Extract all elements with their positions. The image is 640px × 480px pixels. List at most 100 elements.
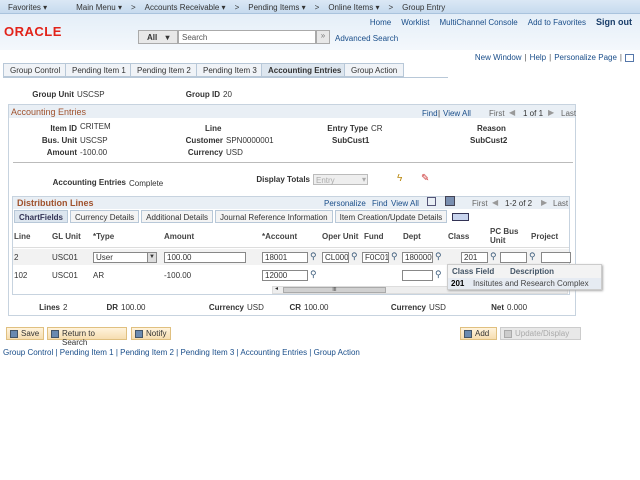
dr-value: 100.00 (121, 303, 146, 312)
show-all-columns-icon[interactable] (452, 212, 470, 221)
zoom-grid-icon[interactable] (427, 197, 436, 206)
fund-input[interactable]: F0C01 (362, 252, 389, 263)
lines-value: 2 (63, 303, 68, 312)
tab-pending-item-3[interactable]: Pending Item 3 (196, 63, 264, 77)
currency-value: USD (247, 303, 264, 312)
column-header-fund: Fund (364, 232, 384, 241)
subtab-additional-details[interactable]: Additional Details (141, 210, 213, 223)
distribution-lines-header: Distribution Lines (13, 197, 569, 209)
help-link[interactable]: Help (529, 53, 547, 62)
lightning-icon[interactable]: ϟ (397, 173, 403, 184)
personalize-page-link[interactable]: Personalize Page (554, 53, 617, 62)
subtab-journal-reference[interactable]: Journal Reference Information (214, 210, 333, 223)
lookup-icon[interactable]: ⚲ (435, 251, 442, 261)
footer-link-accounting-entries[interactable]: Accounting Entries (240, 348, 308, 357)
dropdown-option[interactable]: 201 Insitutes and Research Complex (448, 278, 601, 289)
display-totals-select[interactable]: Entry ▾ (313, 174, 368, 185)
divider: | (549, 53, 552, 62)
tab-group-action[interactable]: Group Action (344, 63, 405, 77)
prev-icon[interactable]: ◀ (492, 198, 499, 207)
advanced-search-link[interactable]: Advanced Search (335, 34, 399, 43)
lookup-icon[interactable]: ⚲ (351, 251, 358, 261)
save-button[interactable]: Save (6, 327, 44, 340)
next-icon[interactable]: ▶ (541, 198, 548, 207)
add-button[interactable]: Add (460, 327, 497, 340)
multichannel-console-link[interactable]: MultiChannel Console (439, 18, 518, 27)
add-to-favorites-link[interactable]: Add to Favorites (527, 18, 586, 27)
tab-group-control[interactable]: Group Control (3, 63, 68, 77)
class-input[interactable]: 201 (461, 252, 488, 263)
search-go-icon[interactable]: » (316, 30, 330, 44)
footer-link-group-action[interactable]: Group Action (313, 348, 360, 357)
subtab-item-creation[interactable]: Item Creation/Update Details (334, 210, 448, 223)
page-settings-icon[interactable] (625, 53, 634, 62)
column-header-project: Project (531, 232, 559, 241)
subtab-chartfields[interactable]: ChartFields (14, 210, 69, 223)
find-link[interactable]: Find (372, 199, 388, 208)
lookup-icon[interactable]: ⚲ (391, 251, 398, 261)
dept-input[interactable]: 180000 (402, 252, 433, 263)
scroll-left-icon[interactable]: ◂ (275, 286, 279, 292)
breadcrumb-pending-items[interactable]: Pending Items ▾ (248, 3, 306, 12)
tab-pending-item-2[interactable]: Pending Item 2 (130, 63, 198, 77)
chevron-down-icon: ▾ (165, 33, 170, 42)
lookup-icon[interactable]: ⚲ (490, 251, 497, 261)
amount-label: Amount (46, 148, 77, 157)
notify-button[interactable]: Notify (131, 327, 171, 340)
next-icon[interactable]: ▶ (548, 108, 555, 117)
return-to-search-button[interactable]: Return to Search (47, 327, 127, 347)
column-header-dept: Dept (403, 232, 421, 241)
horizontal-scrollbar[interactable]: ◂ III ▸ (272, 286, 568, 294)
account-input[interactable]: 18001 (262, 252, 308, 263)
lookup-icon[interactable]: ⚲ (529, 251, 536, 261)
footer-link-pending-item-3[interactable]: Pending Item 3 (180, 348, 235, 357)
return-icon (51, 330, 59, 338)
amount-value: -100.00 (80, 148, 108, 157)
favorites-menu[interactable]: Favorites ▾ (8, 3, 48, 12)
dept-input[interactable] (402, 270, 433, 281)
project-input[interactable] (541, 252, 571, 263)
view-all-link[interactable]: View All (443, 109, 471, 118)
eraser-icon[interactable]: ✎ (421, 173, 430, 184)
worklist-link[interactable]: Worklist (401, 18, 430, 27)
footer-link-group-control[interactable]: Group Control (3, 348, 54, 357)
pc-bus-unit-input[interactable] (500, 252, 527, 263)
lookup-icon[interactable]: ⚲ (435, 269, 442, 279)
cr-label: CR (289, 303, 301, 312)
dr-label: DR (106, 303, 118, 312)
main-menu[interactable]: Main Menu ▾ (76, 3, 122, 12)
subtab-currency-details[interactable]: Currency Details (70, 210, 140, 223)
breadcrumb-sep: > (234, 3, 240, 12)
oper-unit-input[interactable]: CL000 (322, 252, 349, 263)
scrollbar-thumb[interactable]: III (283, 287, 386, 293)
display-totals-value: Entry (316, 176, 335, 185)
lookup-icon[interactable]: ⚲ (310, 269, 317, 279)
search-input[interactable]: Search (178, 30, 316, 44)
search-scope-select[interactable]: All ▾ (138, 30, 178, 44)
top-nav: Favorites ▾ Main Menu ▾ > Accounts Recei… (0, 0, 640, 14)
footer-link-pending-item-1[interactable]: Pending Item 1 (59, 348, 114, 357)
home-link[interactable]: Home (369, 18, 392, 27)
prev-icon[interactable]: ◀ (509, 108, 516, 117)
footer-link-pending-item-2[interactable]: Pending Item 2 (120, 348, 174, 357)
download-icon[interactable] (445, 196, 455, 206)
amount-input[interactable]: 100.00 (164, 252, 246, 263)
option-description: Insitutes and Research Complex (473, 279, 589, 288)
group-id-value: 20 (223, 90, 232, 99)
new-window-link[interactable]: New Window (474, 53, 522, 62)
sign-out-link[interactable]: Sign out (596, 17, 632, 27)
lookup-icon[interactable]: ⚲ (310, 251, 317, 261)
type-select[interactable]: User ▼ (93, 252, 157, 263)
tab-accounting-entries[interactable]: Accounting Entries (261, 63, 349, 77)
personalize-link[interactable]: Personalize (324, 199, 366, 208)
item-id-value: CRITEM (80, 122, 111, 131)
breadcrumb-group-entry[interactable]: Group Entry (402, 3, 446, 12)
footer-links: Group Control | Pending Item 1 | Pending… (3, 348, 360, 357)
breadcrumb-online-items[interactable]: Online Items ▾ (328, 3, 380, 12)
tab-pending-item-1[interactable]: Pending Item 1 (65, 63, 133, 77)
account-input[interactable]: 12000 (262, 270, 308, 281)
find-link[interactable]: Find (422, 109, 438, 118)
accounting-entries-box (8, 104, 576, 316)
breadcrumb-accounts-receivable[interactable]: Accounts Receivable ▾ (144, 3, 226, 12)
view-all-link[interactable]: View All (391, 199, 419, 208)
